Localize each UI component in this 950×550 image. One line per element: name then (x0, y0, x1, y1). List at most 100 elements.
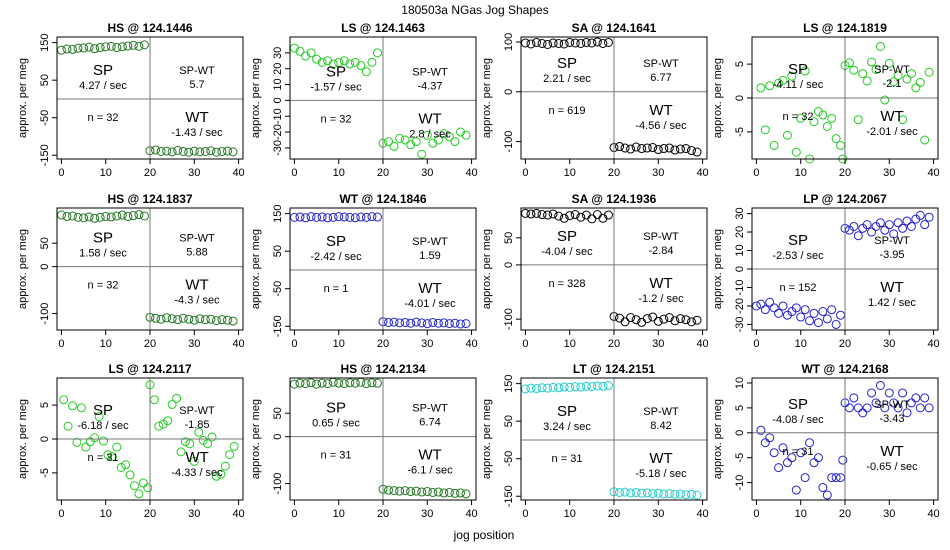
data-point-sp (95, 212, 105, 222)
data-point-sp (592, 210, 602, 220)
y-tick-label: 5 (734, 61, 746, 67)
data-point-wt (637, 488, 647, 498)
quadrant-spwt-label: SP-WT (179, 65, 215, 77)
data-point-wt (862, 403, 872, 413)
data-point-wt (456, 319, 465, 329)
y-tick-label: 50 (272, 407, 284, 419)
data-point-wt (223, 315, 232, 325)
panel-title: WT @ 124.1846 (339, 192, 426, 206)
quadrant-wt-label: WT (185, 277, 208, 294)
data-point-wt (439, 488, 449, 498)
data-point-wt (884, 388, 894, 398)
y-axis-label: approx. per meg (712, 58, 724, 138)
data-point-wt (223, 146, 232, 156)
quadrant-n-label: n = 31 (88, 452, 119, 464)
data-point-wt (675, 314, 685, 324)
data-point-wt (924, 403, 934, 413)
data-point-wt (626, 313, 636, 323)
data-point-wt (884, 220, 894, 230)
data-point-sp (537, 38, 547, 48)
data-point-sp (765, 433, 775, 443)
quadrant-spwt-value: -3.95 (879, 249, 904, 261)
x-tick-label: 0 (291, 338, 297, 350)
data-point-wt (217, 315, 227, 325)
data-point-sp (306, 378, 316, 388)
x-tick-label: 20 (144, 167, 156, 179)
data-point-sp (112, 211, 122, 221)
data-point-wt (853, 231, 863, 241)
data-point-wt (924, 67, 934, 77)
data-point-sp (559, 382, 569, 392)
data-point-sp (112, 442, 122, 452)
data-point-sp (836, 140, 846, 150)
data-point-wt (875, 380, 885, 390)
panel-title: WT @ 124.2168 (801, 362, 888, 376)
data-point-sp (345, 59, 355, 69)
quadrant-wt-label: WT (880, 279, 903, 296)
data-point-wt (902, 408, 912, 418)
x-tick-label: 10 (564, 338, 576, 350)
quadrant-sp-label: SP (557, 228, 577, 245)
x-tick-label: 0 (753, 167, 759, 179)
quadrant-wt-rate: -1.43 / sec (171, 127, 223, 139)
data-point-wt (151, 145, 161, 155)
data-point-wt (406, 487, 416, 497)
y-tick-label: -100 (503, 131, 515, 153)
x-tick-label: 10 (333, 167, 345, 179)
data-point-sp (139, 211, 149, 221)
data-point-sp (576, 38, 586, 48)
data-point-wt (395, 486, 405, 496)
data-point-sp (328, 377, 338, 387)
data-point-wt (853, 403, 863, 413)
data-point-wt (653, 488, 663, 498)
data-point-wt (400, 317, 410, 327)
data-point-sp (756, 83, 766, 93)
data-point-sp (791, 147, 801, 157)
data-point-sp (809, 117, 819, 127)
quadrant-sp-rate: -4.04 / sec (541, 246, 593, 258)
data-point-sp (134, 489, 144, 499)
data-point-sp (782, 130, 792, 140)
data-point-sp (367, 212, 377, 222)
x-tick-label: 20 (144, 508, 156, 520)
data-point-sp (778, 75, 788, 85)
panel-3: SA @ 124.1641 SP2.21 / sec SP-WT 6.77 n = 61… (481, 21, 709, 179)
data-point-sp (537, 210, 547, 220)
quadrant-spwt-label: SP-WT (412, 403, 448, 415)
data-point-sp (350, 213, 360, 223)
quadrant-n-label: n = 31 (552, 453, 583, 465)
data-point-sp (765, 81, 775, 91)
data-point-wt (687, 317, 696, 327)
data-point-sp (570, 382, 580, 392)
data-point-sp (103, 450, 113, 460)
x-tick-label: 0 (58, 338, 64, 350)
data-point-wt (417, 318, 427, 328)
panel-12: WT @ 124.2168 SP-4.08 / sec SP-WT -3.43 n = … (712, 362, 940, 520)
y-tick-label: -5 (734, 453, 746, 463)
data-point-wt (149, 395, 159, 405)
data-point-sp (312, 212, 322, 222)
data-point-wt (444, 132, 454, 142)
data-point-wt (858, 408, 868, 418)
data-point-wt (178, 313, 188, 323)
y-tick-label: 0 (734, 266, 746, 272)
quadrant-wt-rate: -4.3 / sec (174, 295, 220, 307)
data-point-wt (189, 456, 199, 466)
y-tick-label: -10 (734, 475, 746, 491)
quadrant-spwt-value: 6.74 (419, 417, 440, 429)
x-tick-label: 10 (100, 508, 112, 520)
data-point-wt (889, 229, 899, 239)
data-point-sp (554, 38, 564, 48)
data-point-sp (822, 121, 832, 131)
data-point-wt (615, 487, 625, 497)
data-point-sp (73, 43, 83, 53)
quadrant-spwt-label: SP-WT (412, 66, 448, 78)
quadrant-spwt-value: 6.77 (650, 72, 671, 84)
quadrant-wt-rate: -5.18 / sec (635, 468, 687, 480)
data-point-wt (889, 398, 899, 408)
quadrant-sp-label: SP (326, 63, 346, 80)
y-tick-label: 0 (734, 95, 746, 101)
data-point-sp (334, 212, 344, 222)
data-point-wt (642, 143, 652, 153)
